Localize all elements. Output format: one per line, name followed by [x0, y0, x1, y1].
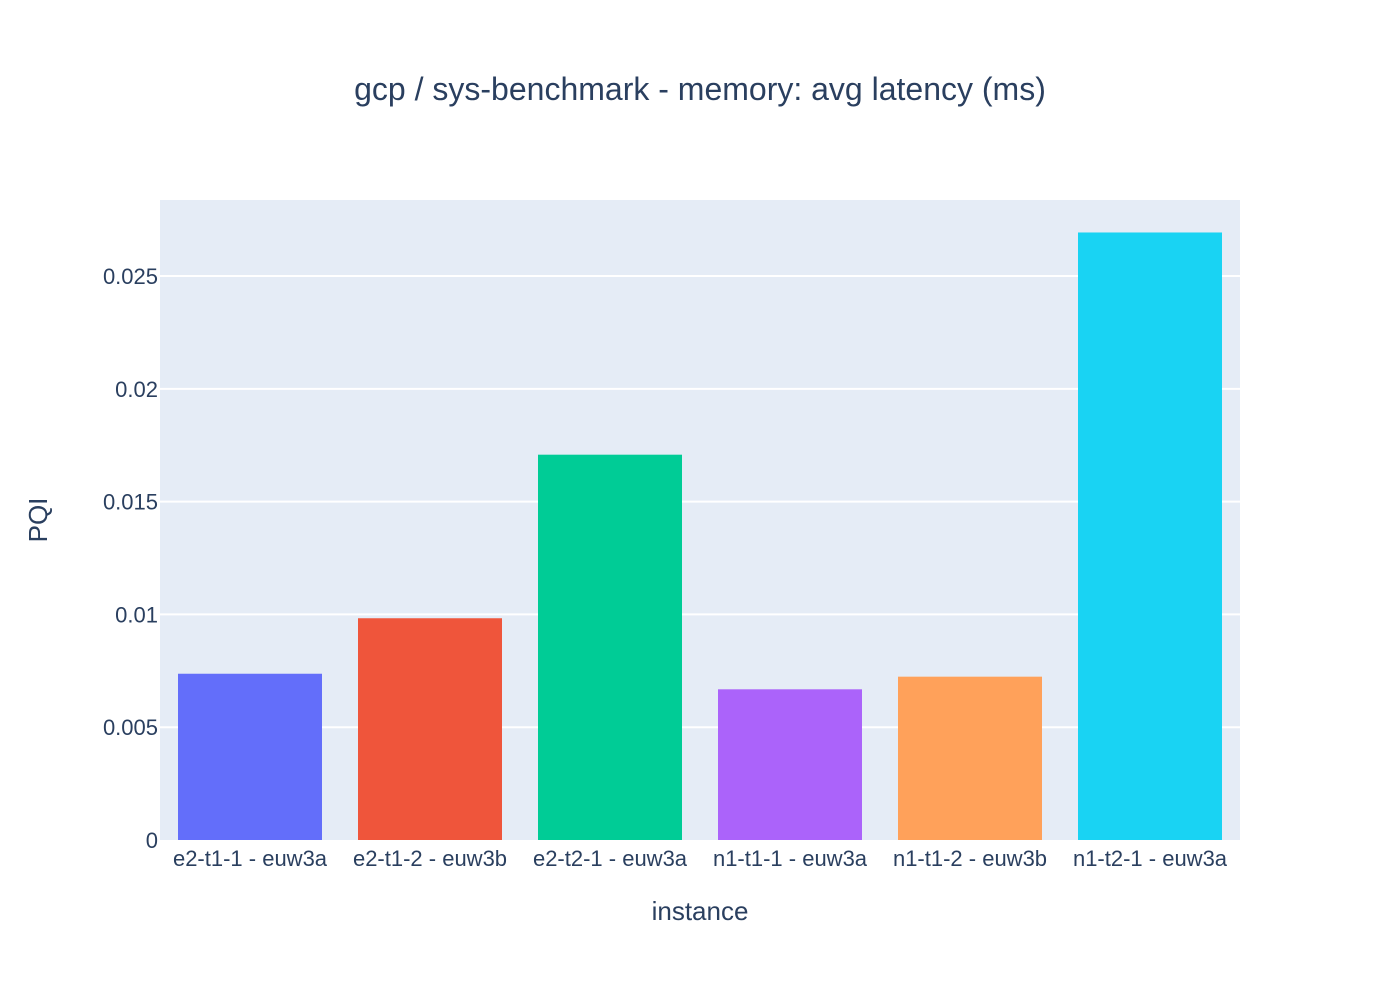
plot-area: [160, 200, 1240, 840]
y-tick-label: 0.01: [115, 602, 158, 627]
x-tick-label: e2-t2-1 - euw3a: [533, 846, 688, 871]
y-tick-label: 0.015: [103, 490, 158, 515]
gridlines: [160, 275, 1240, 729]
x-axis-title: instance: [652, 896, 749, 926]
y-tick-label: 0.005: [103, 715, 158, 740]
x-tick-label: n1-t1-2 - euw3b: [893, 846, 1047, 871]
y-axis-title: PQI: [23, 498, 53, 543]
bar-2[interactable]: [358, 618, 502, 840]
x-axis-ticks: e2-t1-1 - euw3a e2-t1-2 - euw3b e2-t2-1 - …: [173, 846, 1228, 871]
y-tick-label: 0.02: [115, 377, 158, 402]
bar-6[interactable]: [1078, 232, 1222, 841]
bar-4[interactable]: [718, 689, 862, 840]
x-tick-label: n1-t2-1 - euw3a: [1073, 846, 1228, 871]
bars: [178, 232, 1222, 841]
x-tick-label: e2-t1-1 - euw3a: [173, 846, 328, 871]
x-tick-label: e2-t1-2 - euw3b: [353, 846, 507, 871]
y-tick-label: 0.025: [103, 264, 158, 289]
bar-3[interactable]: [538, 454, 682, 840]
chart-title: gcp / sys-benchmark - memory: avg latenc…: [354, 71, 1046, 107]
y-axis-ticks: 0 0.005 0.01 0.015 0.02 0.025: [103, 264, 158, 853]
x-tick-label: n1-t1-1 - euw3a: [713, 846, 868, 871]
y-tick-label: 0: [146, 828, 158, 853]
bar-5[interactable]: [898, 676, 1042, 840]
bar-1[interactable]: [178, 673, 322, 840]
